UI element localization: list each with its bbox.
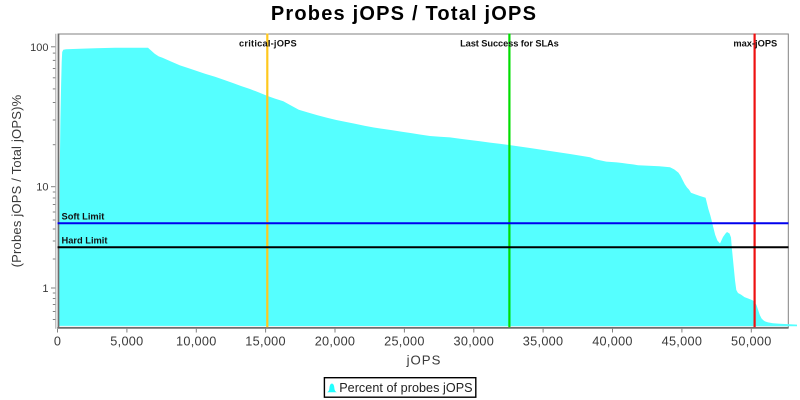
svg-text:15,000: 15,000 bbox=[245, 335, 286, 349]
svg-text:(Probes jOPS / Total jOPS)%: (Probes jOPS / Total jOPS)% bbox=[9, 94, 24, 267]
svg-text:45,000: 45,000 bbox=[662, 335, 703, 349]
svg-text:1: 1 bbox=[42, 283, 48, 295]
svg-text:Percent of probes jOPS: Percent of probes jOPS bbox=[339, 381, 472, 395]
svg-text:jOPS: jOPS bbox=[406, 353, 442, 368]
svg-text:critical-jOPS: critical-jOPS bbox=[239, 38, 297, 48]
svg-text:100: 100 bbox=[30, 42, 48, 54]
svg-text:20,000: 20,000 bbox=[315, 335, 356, 349]
svg-text:5,000: 5,000 bbox=[110, 335, 143, 349]
svg-text:Soft Limit: Soft Limit bbox=[62, 212, 105, 222]
svg-text:10,000: 10,000 bbox=[176, 335, 217, 349]
svg-text:10: 10 bbox=[36, 182, 48, 194]
svg-text:40,000: 40,000 bbox=[592, 335, 633, 349]
svg-text:30,000: 30,000 bbox=[453, 335, 494, 349]
svg-text:35,000: 35,000 bbox=[523, 335, 564, 349]
svg-text:Last Success for SLAs: Last Success for SLAs bbox=[460, 38, 559, 48]
svg-text:50,000: 50,000 bbox=[731, 335, 772, 349]
svg-text:Hard Limit: Hard Limit bbox=[62, 236, 108, 246]
svg-text:0: 0 bbox=[54, 335, 61, 349]
svg-text:max-jOPS: max-jOPS bbox=[733, 38, 777, 48]
svg-text:Probes jOPS / Total jOPS: Probes jOPS / Total jOPS bbox=[271, 3, 537, 25]
svg-text:25,000: 25,000 bbox=[384, 335, 425, 349]
